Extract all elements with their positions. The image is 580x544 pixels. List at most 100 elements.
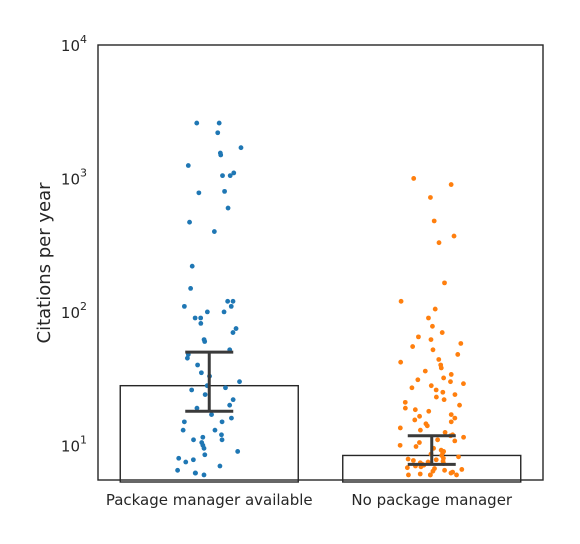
data-point	[181, 303, 187, 309]
data-point	[451, 233, 457, 239]
data-point	[398, 298, 404, 304]
data-point	[452, 438, 458, 444]
data-point	[181, 419, 187, 425]
data-point	[417, 440, 422, 445]
data-point	[459, 467, 465, 472]
data-point	[409, 385, 415, 391]
data-point	[230, 397, 236, 403]
data-point	[221, 309, 227, 315]
data-point	[237, 379, 242, 385]
data-point	[436, 240, 442, 246]
data-point	[448, 372, 454, 377]
data-point	[428, 383, 434, 389]
y-tick-label: 104	[61, 33, 87, 55]
y-tick-label: 101	[61, 433, 87, 455]
data-point	[397, 425, 403, 431]
data-point	[200, 434, 206, 440]
data-point	[185, 163, 191, 168]
data-point	[413, 444, 419, 449]
data-point	[457, 402, 462, 408]
data-point	[223, 385, 228, 391]
data-point	[238, 145, 244, 151]
data-point	[461, 381, 466, 387]
data-point	[440, 389, 446, 395]
data-point	[196, 190, 202, 196]
data-point	[432, 306, 438, 312]
data-point	[227, 173, 233, 179]
data-point	[202, 339, 208, 344]
data-point	[410, 344, 416, 349]
data-point	[428, 195, 433, 200]
x-tick-label: Package manager available	[106, 491, 313, 509]
data-point	[441, 375, 447, 381]
data-point	[405, 456, 411, 462]
data-point	[225, 205, 231, 211]
data-point	[417, 413, 422, 419]
data-point	[456, 454, 461, 460]
y-tick-label: 103	[61, 166, 87, 188]
data-point	[410, 458, 416, 463]
data-point	[195, 362, 200, 368]
data-point	[430, 347, 436, 353]
data-point	[180, 427, 186, 433]
data-point	[216, 120, 222, 126]
data-point	[448, 412, 454, 417]
data-point	[215, 130, 221, 136]
data-point	[426, 315, 431, 321]
data-point	[228, 303, 234, 309]
data-point	[412, 407, 418, 413]
data-point	[442, 280, 447, 286]
data-point	[416, 334, 421, 340]
data-point	[212, 427, 218, 433]
data-point	[402, 399, 408, 405]
data-point	[458, 341, 464, 346]
data-point	[412, 417, 418, 423]
y-tick-label: 102	[61, 300, 87, 322]
data-point	[229, 415, 234, 421]
data-point	[217, 150, 223, 156]
data-point	[422, 368, 428, 374]
data-point	[452, 392, 458, 398]
y-axis-label: Citations per year	[34, 182, 55, 344]
data-point	[428, 337, 434, 343]
data-point	[452, 415, 458, 421]
data-point	[398, 359, 404, 365]
data-point	[442, 430, 448, 435]
data-point	[448, 470, 454, 476]
data-point	[448, 379, 453, 385]
data-point	[194, 120, 200, 126]
data-point	[448, 419, 454, 425]
data-point	[176, 455, 182, 461]
data-point	[219, 432, 224, 438]
data-point	[415, 377, 421, 383]
data-point	[435, 437, 441, 443]
data-point	[426, 408, 432, 414]
data-point	[436, 357, 442, 362]
data-point	[406, 472, 411, 478]
data-point	[417, 427, 423, 433]
data-point	[455, 352, 461, 357]
data-point	[231, 170, 237, 176]
data-point	[427, 472, 433, 478]
data-point	[230, 330, 236, 335]
data-point	[175, 467, 181, 473]
data-point	[411, 176, 417, 181]
data-point	[219, 419, 225, 425]
data-point	[187, 219, 192, 225]
data-point	[424, 423, 430, 429]
data-point	[201, 445, 207, 451]
data-point	[211, 229, 217, 234]
data-point	[454, 472, 459, 478]
data-point	[230, 298, 236, 304]
data-point	[448, 182, 454, 187]
x-tick-label: No package manager	[351, 491, 513, 509]
data-point	[192, 470, 198, 476]
data-point	[417, 471, 423, 477]
data-point	[438, 365, 444, 371]
data-point	[219, 437, 225, 443]
data-point	[198, 315, 204, 321]
data-point	[233, 326, 239, 331]
plot-frame	[97, 44, 544, 481]
data-point	[433, 394, 439, 400]
